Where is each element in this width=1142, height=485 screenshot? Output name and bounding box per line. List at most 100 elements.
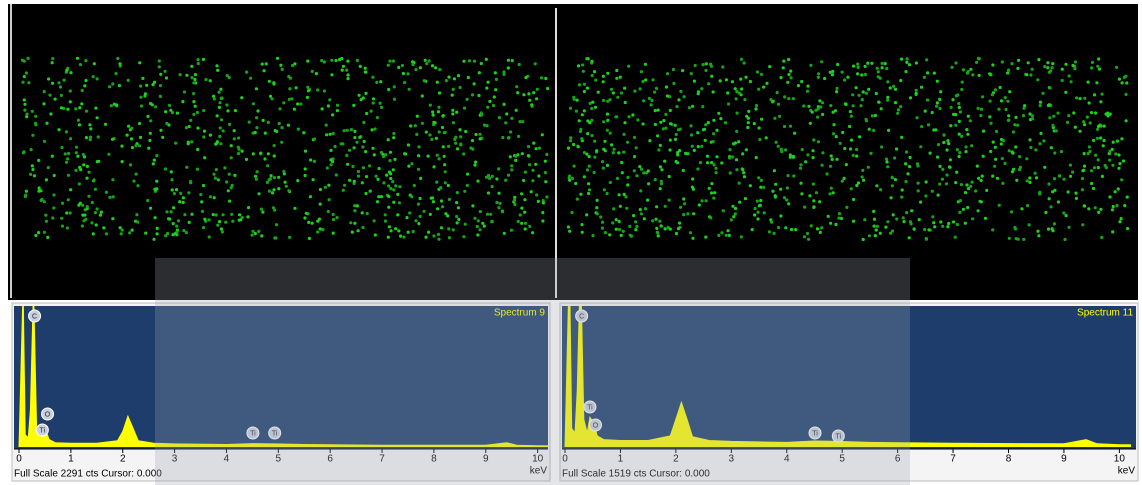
map-dot [636,118,640,122]
map-dot [864,117,868,121]
map-dot [668,148,672,152]
map-dot [373,233,377,237]
map-dot [634,220,638,224]
map-dot [202,135,206,139]
map-dot [60,145,64,150]
map-dot [249,76,253,80]
map-dot [493,71,497,75]
map-dot [1078,97,1082,101]
map-dot [798,166,803,170]
map-dot [68,89,72,93]
x-tick-label: 3 [729,454,735,465]
map-dot [277,187,281,191]
map-dot [171,222,175,226]
map-dot [890,184,894,188]
map-dot [186,140,190,144]
map-dot [152,158,156,162]
map-dot [774,140,778,144]
map-dot [318,227,322,231]
map-dot [955,170,959,174]
map-dot [296,179,300,183]
map-dot [954,181,958,185]
map-dot [691,236,695,240]
map-dot [379,80,383,84]
map-dot [878,231,882,235]
map-dot [1023,104,1027,108]
map-dot [219,227,223,231]
map-dot [954,61,958,65]
map-dot [185,165,189,169]
map-dot [342,129,346,133]
map-dot [59,106,64,110]
map-dot [282,172,286,176]
map-dot [806,153,810,157]
map-dot [639,189,643,193]
map-dot [219,87,223,91]
x-tick-label: 2 [120,454,126,465]
map-dot [806,84,810,88]
map-dot [867,127,871,131]
map-dot [1000,60,1004,64]
map-dot [357,93,361,97]
map-dot [907,63,912,67]
map-dot [1054,129,1058,133]
map-dot [275,223,279,227]
map-dot [907,236,911,240]
map-dot [1038,100,1043,104]
map-dot [514,158,518,162]
map-dot [359,98,363,102]
x-tick-label: 5 [839,454,845,465]
map-dot [602,188,606,192]
map-dot [1014,115,1018,119]
map-dot [230,183,234,187]
map-dot [69,188,73,192]
map-dot [628,224,632,228]
map-dot [57,81,61,85]
map-dot [575,98,579,102]
map-dot [417,145,421,149]
map-dot [912,227,916,231]
map-dot [642,217,646,221]
map-dot [80,102,84,106]
map-dot [353,136,357,140]
map-dot [779,214,783,218]
map-dot [837,216,841,220]
map-dot [942,140,946,145]
map-dot [397,201,401,205]
map-dot [605,191,609,196]
map-dot [237,136,241,140]
map-dot [486,173,491,178]
map-dot [423,58,427,62]
map-dot [949,124,953,128]
map-dot [494,77,498,81]
map-dot [184,231,188,235]
map-dot [615,76,619,80]
map-dot [136,220,140,224]
map-dot [1018,165,1023,169]
map-dot [616,95,620,99]
peak-marker [35,423,49,437]
map-dot [520,192,524,196]
map-dot [98,213,102,217]
map-dot [118,226,122,230]
map-dot [715,155,719,159]
map-dot [905,60,909,64]
map-dot [1083,123,1087,127]
map-dot [430,196,435,200]
map-dot [335,109,339,113]
map-dot [37,189,41,193]
x-axis-label: keV [1118,466,1136,477]
map-dot [701,128,706,132]
map-dot [953,235,957,239]
map-dot [938,164,942,168]
map-dot [158,84,162,88]
map-dot [754,107,758,111]
map-dot [396,192,400,196]
map-dot [463,189,467,193]
map-dot [651,219,655,223]
map-dot [193,77,197,82]
map-dot [590,133,594,138]
map-dot [866,165,870,169]
map-dot [861,168,865,172]
map-dot [1052,222,1056,226]
